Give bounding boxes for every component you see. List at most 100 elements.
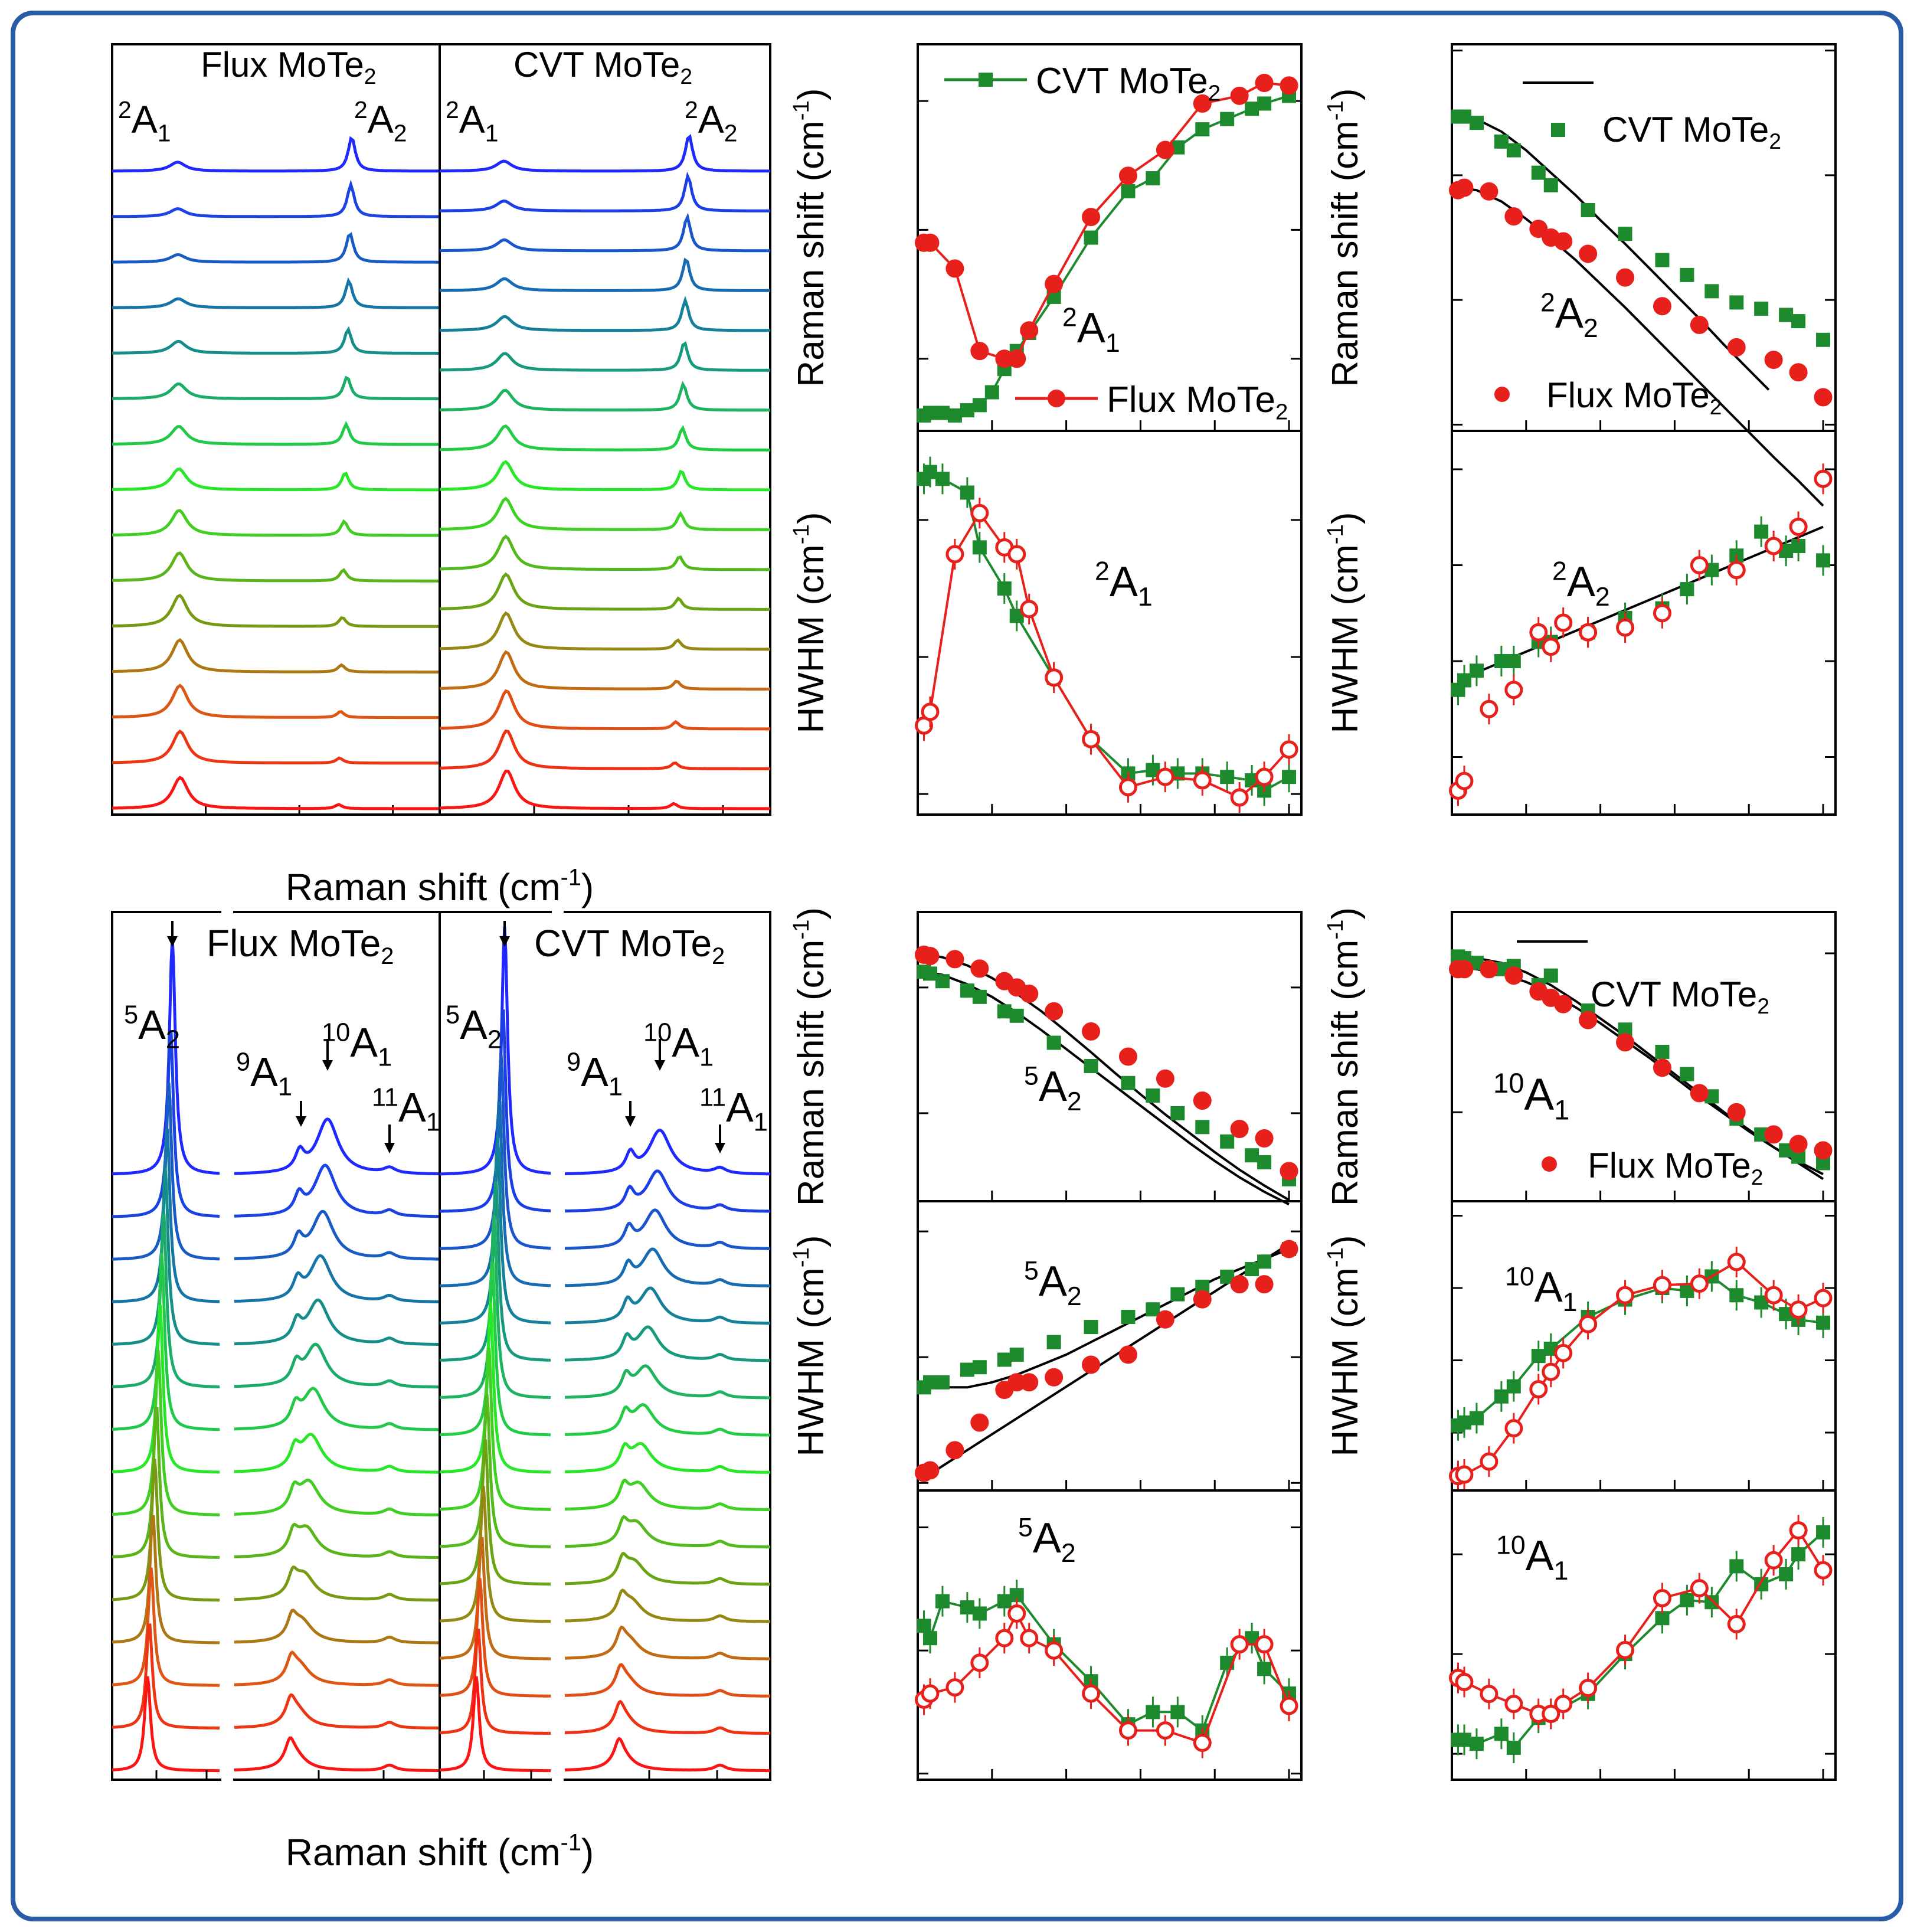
flux-point (1529, 220, 1548, 238)
cvt-point (1494, 1389, 1509, 1404)
spectrum-trace (564, 1663, 770, 1698)
spectrum-trace (439, 1676, 551, 1773)
panel-hwhm_2A2 (1448, 430, 1837, 816)
flux-point (1542, 1362, 1560, 1381)
flux-point (1690, 556, 1709, 574)
spectrum-trace (565, 1441, 770, 1474)
cvt-point (1506, 1379, 1521, 1394)
spectrum-trace (439, 689, 770, 731)
spectrum-trace (439, 341, 770, 372)
spectrum-trace (234, 1736, 440, 1773)
cvt-point (1146, 171, 1160, 186)
mode-label-10A1: 10A1 (1493, 1067, 1569, 1126)
cvt-point (1506, 143, 1521, 158)
flux-point (1230, 86, 1249, 105)
cvt-point (972, 989, 987, 1004)
cvt-point (972, 398, 987, 413)
spectrum-trace (112, 375, 440, 401)
cvt-point (1494, 654, 1509, 668)
spectrum-trace (112, 421, 440, 446)
spectrum-trace (112, 136, 440, 173)
cvt-point (1816, 1315, 1831, 1330)
flux-point (1727, 1103, 1746, 1122)
peak-arrow-head (715, 1143, 725, 1153)
peak-arrow-head (625, 1116, 636, 1127)
panel-invq_10A1 (1448, 1489, 1837, 1781)
legend-marker-flux (1494, 387, 1510, 402)
flux-point (1480, 960, 1499, 979)
cvt-point (1195, 1120, 1210, 1135)
legend-marker-flux (1542, 1156, 1557, 1172)
panel-spectra_low_cvt (439, 43, 771, 816)
flux-point (1156, 1721, 1174, 1740)
spectrum-trace (112, 1567, 220, 1687)
flux-point (1616, 1640, 1635, 1659)
spectrum-trace (234, 1163, 440, 1218)
spectrum-trace (439, 1439, 551, 1586)
flux-point (1653, 1588, 1671, 1607)
flux-point (1118, 1047, 1137, 1066)
flux-point (1020, 1373, 1039, 1392)
spectrum-trace (440, 213, 770, 253)
cvt-point (1680, 1067, 1694, 1081)
flux-point (1455, 178, 1474, 197)
cvt-point (997, 1352, 1012, 1367)
flux-point (1579, 1315, 1598, 1333)
legend-label-cvt: CVT MoTe2 (1591, 975, 1769, 1018)
cvt-point (1680, 582, 1694, 597)
axis-break (552, 907, 564, 1784)
panel-hwhm_5A2 (914, 1200, 1303, 1492)
panel-title-flux: Flux MoTe2 (201, 45, 376, 89)
flux-point (1280, 1696, 1298, 1715)
cvt-point (1457, 673, 1471, 688)
cvt-point (1457, 109, 1471, 124)
flux-point (1480, 699, 1499, 718)
cvt-point (1257, 96, 1272, 111)
cvt-point (1257, 1155, 1272, 1169)
spectrum-trace (439, 650, 770, 691)
flux-point (921, 233, 940, 252)
peak-label-9A1: 9A1 (236, 1048, 292, 1101)
cvt-point (972, 1360, 987, 1375)
y-axis-label: HWHM (cm-1) (788, 1235, 832, 1456)
panel-hwhm_10A1 (1448, 1200, 1837, 1492)
flux-point (970, 1413, 989, 1432)
legend-label-cvt: CVT MoTe2 (1036, 61, 1221, 106)
spectrum-trace (112, 1305, 220, 1474)
flux-point (1814, 1141, 1833, 1160)
cvt-point (997, 1004, 1012, 1019)
spectrum-trace (112, 1407, 220, 1559)
spectrum-trace (112, 232, 440, 264)
flux-point (1255, 1635, 1274, 1654)
panel-hwhm_2A1 (914, 430, 1303, 816)
spectrum-trace (112, 277, 440, 309)
legend-marker-cvt (979, 73, 993, 87)
flux-point (1280, 1162, 1298, 1181)
y-axis-label: HWHM (cm-1) (788, 512, 832, 733)
panel-title-cvt: CVT MoTe2 (534, 922, 725, 969)
spectrum-trace (234, 1693, 440, 1730)
flux-point (1727, 1253, 1746, 1271)
figure-content: Raman shift (cm-1) HWHM (cm-1) Raman shift… (111, 43, 1837, 1874)
cvt-point (997, 581, 1012, 596)
cvt-point (1816, 1525, 1831, 1539)
y-axis-label: Raman shift (cm-1) (1323, 88, 1366, 387)
flux-point (1727, 338, 1746, 357)
cvt-point (935, 1375, 950, 1390)
spectrum-trace (112, 1676, 220, 1773)
legend-marker-cvt (1551, 123, 1565, 137)
flux-point (1280, 76, 1298, 95)
cvt-point (1170, 1705, 1185, 1719)
cvt-point (1816, 332, 1831, 347)
flux-point (1193, 1091, 1212, 1110)
peak-label-5A2: 5A2 (124, 1001, 180, 1054)
flux-point (1193, 1290, 1212, 1309)
mode-label-2A2: 2A2 (1552, 557, 1610, 612)
spectrum-trace (112, 468, 440, 492)
flux-point (1764, 537, 1783, 555)
spectrum-trace (439, 1394, 551, 1548)
flux-point (1255, 1129, 1274, 1148)
panel-spectra_low_flux (111, 43, 441, 816)
flux-point (970, 504, 989, 522)
cvt-point (1121, 1075, 1136, 1090)
